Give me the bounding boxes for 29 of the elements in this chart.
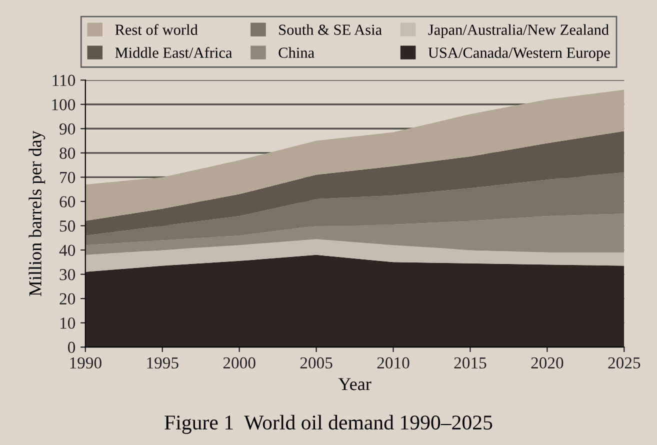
x-tick-label: 2005: [300, 357, 332, 369]
y-tick-label: 60: [60, 196, 76, 208]
legend-label: South & SE Asia: [279, 24, 382, 35]
x-tick-label: 2025: [608, 357, 640, 369]
legend-label: Japan/Australia/New Zealand: [428, 24, 609, 38]
y-tick-label: 50: [60, 220, 76, 232]
x-tick-label: 2015: [454, 357, 486, 369]
y-tick-label: 40: [59, 244, 76, 256]
x-tick-label: 2000: [223, 357, 256, 369]
y-tick-label: 80: [60, 148, 76, 159]
y-tick-label: 0: [68, 342, 76, 354]
y-axis-title: Million barrels per day: [28, 130, 46, 296]
y-tick-label: 10: [60, 318, 76, 329]
y-tick-label: 70: [60, 172, 76, 184]
legend-label: Middle East/Africa: [115, 47, 232, 58]
legend-label: Rest of world: [115, 24, 198, 35]
y-tick-label: 20: [60, 293, 76, 304]
x-tick-label: 1990: [70, 357, 102, 369]
legend-label: China: [278, 47, 314, 58]
x-tick-label: 1995: [147, 357, 178, 369]
x-tick-label: 2020: [531, 357, 564, 369]
y-tick-label: 30: [60, 268, 76, 280]
y-tick-label: 110: [52, 74, 76, 86]
text: Figure 1 World oil demand 1990–2025: [164, 414, 492, 434]
y-tick-label: 90: [60, 123, 76, 135]
y-tick-label: 100: [52, 99, 76, 110]
x-tick-label: 2010: [377, 357, 410, 369]
x-axis-title: Year: [338, 378, 372, 390]
legend-label: USA/Canada/Western Europe: [428, 47, 610, 62]
